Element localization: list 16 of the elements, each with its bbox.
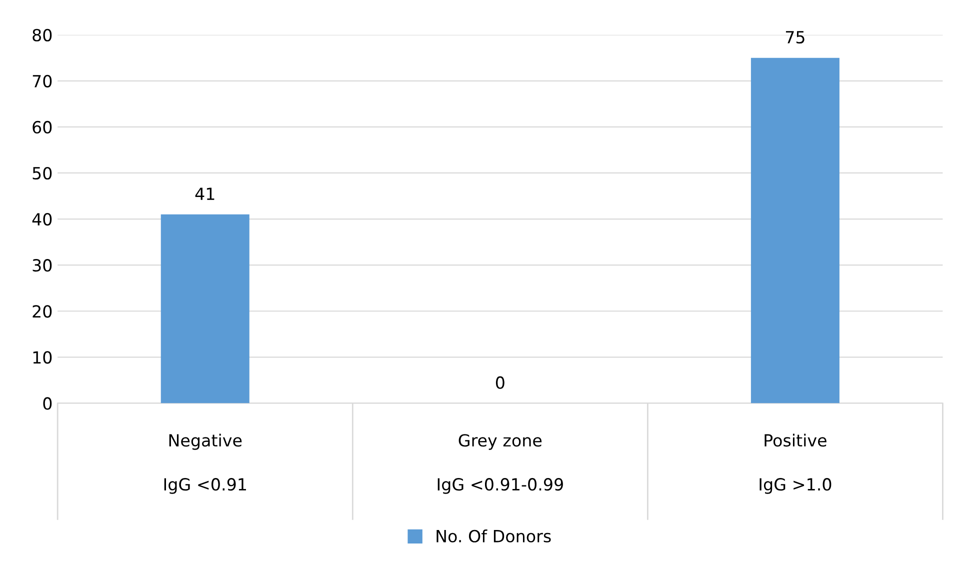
data-label: 41 [195,188,214,200]
y-tick-label: 80 [32,28,52,42]
y-tick-label: 30 [32,259,52,272]
category-label: Negative IgG <0.91 [164,434,246,494]
y-tick-label: 40 [32,213,52,226]
data-label: 75 [786,31,804,44]
category-label: Grey zone IgG <0.91-0.99 [438,434,563,494]
y-tick-label: 50 [32,166,52,180]
legend-label: No. Of Donors [436,530,551,542]
y-tick-label: 20 [32,305,52,318]
y-tick-label: 0 [43,397,52,410]
category-label: Positive IgG >1.0 [760,434,832,494]
data-label: 0 [496,376,504,389]
y-tick-label: 70 [32,74,52,88]
y-tick-label: 10 [33,351,52,364]
y-tick-label: 60 [32,120,52,134]
